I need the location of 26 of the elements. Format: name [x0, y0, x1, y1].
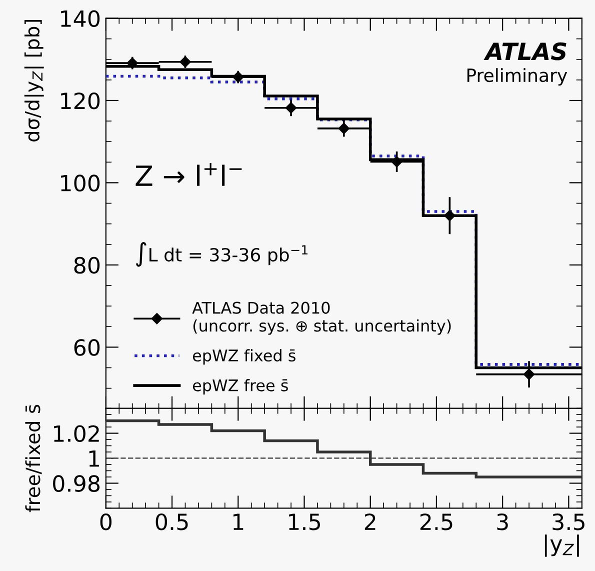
x-tick-label: 3 — [497, 513, 508, 530]
annotation: Z → l$^{+}$l$^{−}$ — [136, 163, 242, 186]
y-tick-label: 100 — [61, 174, 100, 192]
x-tick-label: 0.5 — [156, 513, 188, 530]
x-tick-label: 2 — [364, 513, 376, 530]
x-tick-label: 1 — [234, 514, 244, 530]
x-axis-title: |y$_{Z}$| — [544, 534, 579, 557]
y-tick-label: 140 — [61, 10, 100, 28]
y-tick-label: 60 — [74, 339, 100, 356]
legend-label: ATLAS Data 2010 (uncorr. sys. ⊕ stat. uncertainty) — [192, 302, 451, 335]
x-tick-label: 2.5 — [420, 513, 452, 530]
y-tick-label: 0.98 — [53, 475, 100, 492]
x-tick-label: 0 — [100, 513, 112, 530]
y-axis-title: free/fixed s̄ — [25, 404, 42, 512]
annotation: ATLAS — [484, 42, 566, 60]
y-tick-label: 120 — [61, 92, 100, 110]
annotation: ∫L dt = 33-36 pb$^{−1}$ — [136, 242, 308, 267]
y-tick-label: 1 — [89, 450, 99, 467]
y-tick-label: 80 — [74, 256, 100, 274]
x-tick-label: 3.5 — [552, 513, 584, 530]
y-tick-label: 1.02 — [54, 425, 99, 442]
annotation: Preliminary — [467, 68, 568, 86]
legend-label: epWZ fixed s̄ — [192, 349, 296, 365]
legend-label: epWZ free s̄ — [192, 379, 288, 394]
x-tick-label: 1.5 — [289, 514, 320, 530]
y-axis-title: dσ/d|y$_{Z}$| [pb] — [24, 20, 44, 142]
